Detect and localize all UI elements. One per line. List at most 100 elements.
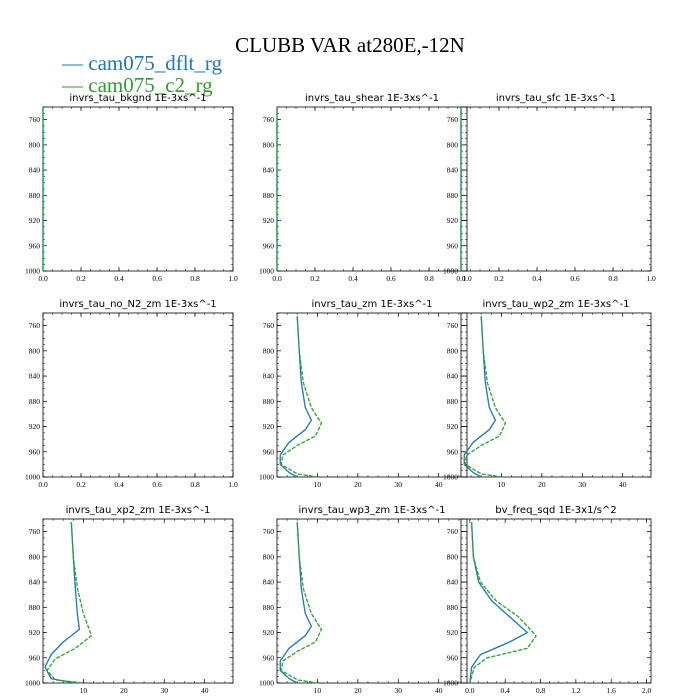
panel-title: invrs_tau_no_N2_zm 1E-3xs^-1: [59, 299, 216, 310]
x-tick-label: 0.4: [114, 274, 124, 283]
y-tick-label: 800: [447, 140, 459, 149]
panel-title: invrs_tau_wp3_zm 1E-3xs^-1: [299, 505, 446, 516]
x-tick-label: 0.4: [532, 274, 542, 283]
plot-frame: [42, 518, 234, 684]
x-tick-label: 1.0: [228, 480, 238, 489]
y-tick-label: 880: [447, 191, 459, 200]
panel-title: invrs_tau_wp2_zm 1E-3xs^-1: [483, 299, 630, 310]
panel-invrs-tau-xp2-zm: invrs_tau_xp2_zm 1E-3xs^-1 760 800 840 880 92…: [25, 505, 234, 695]
y-tick-label: 920: [263, 628, 275, 637]
y-tick-label: 960: [447, 241, 459, 250]
x-tick-label: 0.4: [348, 274, 358, 283]
x-tick-label: 0.6: [152, 480, 162, 489]
panel-invrs-tau-sfc: invrs_tau_sfc 1E-3xs^-1 760 800 840 880 920 96…: [443, 93, 656, 283]
x-tick-label: 10: [314, 686, 322, 695]
x-tick-label: 40: [435, 480, 443, 489]
y-tick-label: 760: [447, 527, 459, 536]
y-tick-label: 840: [29, 578, 41, 587]
panel-title: invrs_tau_shear 1E-3xs^-1: [305, 93, 439, 104]
panel-invrs-tau-wp2-zm: invrs_tau_wp2_zm 1E-3xs^-1 760 800 840 880 92…: [443, 299, 652, 489]
y-tick-label: 840: [263, 166, 275, 175]
panel-title: invrs_tau_sfc 1E-3xs^-1: [496, 93, 616, 104]
y-tick-label: 840: [29, 372, 41, 381]
y-tick-label: 760: [263, 321, 275, 330]
y-tick-label: 1000: [443, 679, 458, 688]
plot-frame: [460, 312, 652, 478]
y-tick-label: 800: [29, 552, 41, 561]
y-tick-label: 920: [29, 422, 41, 431]
y-tick-label: 800: [447, 346, 459, 355]
x-tick-label: 40: [201, 686, 209, 695]
panel-title: bv_freq_sqd 1E-3x1/s^2: [495, 505, 617, 516]
x-tick-label: 1.0: [646, 274, 656, 283]
y-tick-label: 1000: [259, 473, 274, 482]
y-tick-label: 840: [447, 166, 459, 175]
y-tick-label: 880: [29, 191, 41, 200]
y-tick-label: 760: [263, 527, 275, 536]
series-line-cam075-c2-rg: [46, 522, 93, 684]
panel-title: invrs_tau_bkgnd 1E-3xs^-1: [69, 93, 206, 104]
y-tick-label: 1000: [443, 473, 458, 482]
y-tick-label: 1000: [25, 473, 40, 482]
legend-entry-dflt: — cam075_dflt_rg: [61, 51, 223, 75]
y-tick-label: 880: [29, 397, 41, 406]
x-tick-label: 10: [80, 686, 88, 695]
series-line-cam075-c2-rg: [280, 316, 323, 478]
panels: invrs_tau_bkgnd 1E-3xs^-1 760 800 840 880 920…: [25, 93, 656, 695]
panel-title: invrs_tau_xp2_zm 1E-3xs^-1: [66, 505, 211, 516]
y-tick-label: 840: [263, 578, 275, 587]
y-tick-label: 1000: [443, 267, 458, 276]
legend-label: cam075_dflt_rg: [88, 51, 222, 75]
plot-frame: [276, 312, 468, 478]
x-tick-label: 1.0: [462, 274, 472, 283]
x-tick-label: 20: [354, 686, 362, 695]
y-tick-label: 800: [29, 346, 41, 355]
y-tick-label: 960: [263, 447, 275, 456]
y-tick-label: 760: [447, 115, 459, 124]
series-line-cam075-c2-rg: [469, 522, 537, 684]
legend-dash: —: [61, 73, 88, 97]
x-tick-label: 30: [395, 686, 403, 695]
y-tick-label: 1000: [259, 267, 274, 276]
y-tick-label: 920: [29, 628, 41, 637]
y-tick-label: 960: [263, 653, 275, 662]
series-line-cam075-dflt-rg: [279, 316, 313, 478]
y-tick-label: 920: [447, 628, 459, 637]
x-tick-label: 1.6: [607, 686, 617, 695]
y-tick-label: 960: [29, 653, 41, 662]
x-tick-label: 0.8: [190, 480, 200, 489]
y-tick-label: 960: [29, 241, 41, 250]
y-tick-label: 840: [263, 372, 275, 381]
x-tick-label: 0.0: [38, 274, 48, 283]
panel-invrs-tau-zm: invrs_tau_zm 1E-3xs^-1 760 800 840 880 920 960…: [259, 299, 468, 489]
y-tick-label: 840: [447, 578, 459, 587]
series-line-cam075-dflt-rg: [279, 522, 313, 684]
x-tick-label: 0.2: [310, 274, 320, 283]
panel-invrs-tau-bkgnd: invrs_tau_bkgnd 1E-3xs^-1 760 800 840 880 920…: [25, 93, 238, 283]
y-tick-label: 880: [447, 603, 459, 612]
series-line-cam075-dflt-rg: [44, 522, 81, 684]
x-tick-label: 0.8: [608, 274, 618, 283]
y-tick-label: 960: [447, 653, 459, 662]
y-tick-label: 800: [29, 140, 41, 149]
x-tick-label: 0.2: [76, 274, 86, 283]
plot-frame: [42, 106, 234, 272]
x-tick-label: 0.2: [494, 274, 504, 283]
x-tick-label: 40: [619, 480, 627, 489]
x-tick-label: 0.6: [152, 274, 162, 283]
y-tick-label: 920: [263, 216, 275, 225]
x-tick-label: 0.0: [272, 274, 282, 283]
y-tick-label: 960: [263, 241, 275, 250]
y-tick-label: 1000: [25, 679, 40, 688]
y-tick-label: 880: [447, 397, 459, 406]
y-tick-label: 880: [263, 397, 275, 406]
y-tick-label: 1000: [259, 679, 274, 688]
plot-frame: [42, 312, 234, 478]
plot-frame: [460, 106, 652, 272]
y-tick-label: 920: [447, 216, 459, 225]
y-tick-label: 920: [263, 422, 275, 431]
x-tick-label: 0.0: [456, 274, 466, 283]
x-tick-label: 1.0: [228, 274, 238, 283]
x-tick-label: 10: [498, 480, 506, 489]
